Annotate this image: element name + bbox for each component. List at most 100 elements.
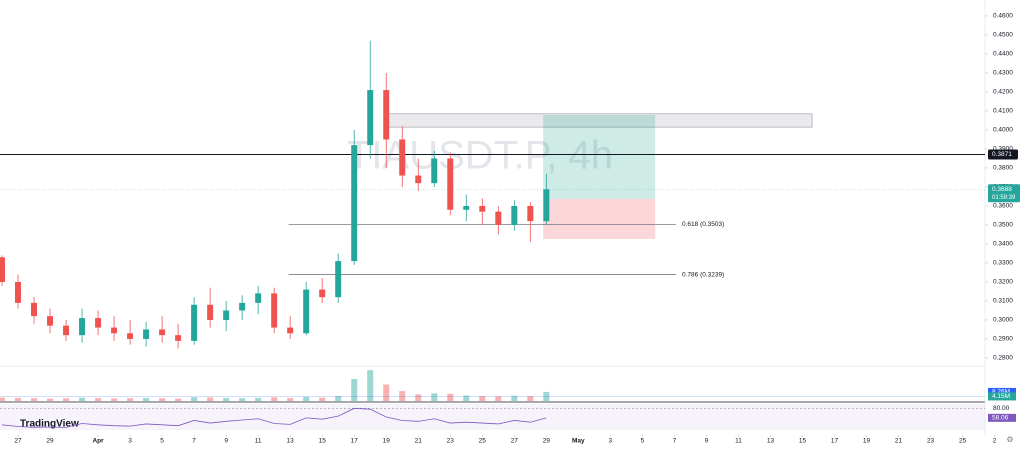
x-tick-label: 3 xyxy=(128,438,132,445)
volume-bar xyxy=(431,393,438,401)
candle-body xyxy=(447,158,454,210)
x-tick-label: May xyxy=(572,438,585,445)
x-tick-label: 17 xyxy=(831,438,839,445)
y-tick-label: 0.4100 xyxy=(993,108,1013,115)
x-tick-label: 29 xyxy=(46,438,54,445)
volume-bar xyxy=(127,398,134,401)
x-tick-label: 19 xyxy=(863,438,871,445)
rsi-tick-label: 80.00 xyxy=(993,405,1010,412)
volume-bar xyxy=(447,393,454,401)
y-tick-label: 0.3200 xyxy=(993,279,1013,286)
volume-bar xyxy=(223,398,230,401)
x-tick-label: 9 xyxy=(705,438,709,445)
y-tick-label: 0.3500 xyxy=(993,222,1013,229)
volume-tag xyxy=(988,387,1016,396)
volume-bar xyxy=(207,397,214,401)
y-tick-label: 0.2800 xyxy=(993,355,1013,362)
settings-icon[interactable]: ⚙ xyxy=(1006,435,1013,444)
y-tick-label: 0.3600 xyxy=(993,203,1013,210)
candle-body xyxy=(495,211,502,225)
candle-body xyxy=(463,205,470,210)
candle-body xyxy=(159,329,166,336)
volume-label: 8.26M xyxy=(992,389,1010,396)
candle-body xyxy=(303,289,310,334)
x-tick-label: 23 xyxy=(447,438,455,445)
countdown-label: 01:59:39 xyxy=(992,195,1016,201)
x-tick-label: 13 xyxy=(287,438,295,445)
position-profit xyxy=(543,114,656,199)
rsi-tag xyxy=(988,413,1016,422)
x-tick-label: 15 xyxy=(319,438,327,445)
x-tick-label: 25 xyxy=(959,438,967,445)
volume-bar xyxy=(63,398,70,401)
candle-body xyxy=(63,325,70,336)
volume-bar xyxy=(367,370,374,401)
candle-body xyxy=(175,335,182,341)
position-loss xyxy=(543,198,656,240)
x-tick-label: 3 xyxy=(609,438,613,445)
volume-bar xyxy=(399,391,406,401)
last-price-label: 0.3688 xyxy=(992,186,1012,193)
x-tick-label: 23 xyxy=(927,438,935,445)
candle-body xyxy=(479,205,486,212)
x-tick-label: 5 xyxy=(160,438,164,445)
candle-body xyxy=(255,293,262,303)
y-tick-label: 0.3400 xyxy=(993,241,1013,248)
y-tick-label: 0.4000 xyxy=(993,127,1013,134)
volume-bar xyxy=(479,396,486,401)
candle-body xyxy=(223,310,230,320)
volume-bar xyxy=(319,397,326,401)
brand-logo: TradingView xyxy=(20,419,79,430)
volume-bar xyxy=(175,398,182,401)
volume-bar xyxy=(383,384,390,401)
x-tick-label: 11 xyxy=(255,438,262,445)
x-tick-label: Apr xyxy=(92,438,104,445)
candle-body xyxy=(511,205,518,225)
candle-body xyxy=(0,257,6,282)
fib-label: 0.786 (0.3239) xyxy=(682,271,724,278)
candle-body xyxy=(543,189,550,222)
candle-body xyxy=(319,289,326,298)
volume-bar xyxy=(191,397,198,401)
x-tick-label: 7 xyxy=(192,438,196,445)
candle-body xyxy=(143,329,150,339)
candle-body xyxy=(399,139,406,176)
candle-body xyxy=(431,158,438,184)
watermark: TIAUSDT.P, 4h xyxy=(347,134,613,178)
fib-label: 0.618 (0.3503) xyxy=(682,221,724,228)
volume-bar xyxy=(47,398,54,401)
y-tick-label: 0.4300 xyxy=(993,70,1013,77)
x-tick-label: 7 xyxy=(673,438,677,445)
volume-bar xyxy=(111,398,118,401)
y-tick-label: 0.4600 xyxy=(993,13,1013,20)
volume-bar xyxy=(95,398,102,401)
candle-body xyxy=(335,261,342,298)
x-tick-label: 27 xyxy=(14,438,22,445)
volume-bar xyxy=(527,396,534,401)
volume-bar xyxy=(463,395,470,401)
x-tick-label: 9 xyxy=(224,438,228,445)
price-line-label: 0.3871 xyxy=(992,151,1012,158)
x-tick-label: 21 xyxy=(895,438,903,445)
volume-bar xyxy=(239,398,246,401)
candle-body xyxy=(415,175,422,184)
candle-body xyxy=(79,318,86,336)
volume-bar xyxy=(351,379,358,401)
x-tick-label: 25 xyxy=(479,438,487,445)
y-tick-label: 0.4400 xyxy=(993,51,1013,58)
x-tick-label: 5 xyxy=(641,438,645,445)
x-tick-label: 17 xyxy=(351,438,359,445)
rsi-background xyxy=(0,404,985,430)
x-tick-label: 29 xyxy=(543,438,551,445)
x-tick-label: 2 xyxy=(993,438,997,445)
candle-body xyxy=(271,293,278,328)
last-price-tag xyxy=(988,184,1020,203)
volume-bar xyxy=(495,396,502,401)
rsi-label: 58.06 xyxy=(992,415,1009,422)
volume-bar xyxy=(415,394,422,401)
candle-body xyxy=(111,327,118,334)
volume-bar xyxy=(335,396,342,401)
x-tick-label: 21 xyxy=(415,438,423,445)
candle-body xyxy=(31,302,38,317)
